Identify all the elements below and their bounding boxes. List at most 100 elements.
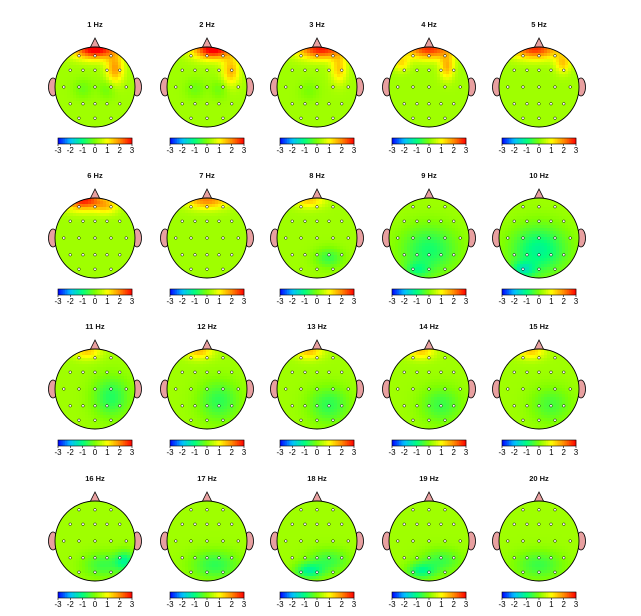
topomap-panel: 6 Hz -3 -2 -1 0 1 2 3 bbox=[48, 171, 142, 306]
electrode-marker bbox=[205, 387, 209, 391]
colorbar-segment bbox=[302, 289, 305, 295]
electrode-marker bbox=[68, 219, 72, 223]
colorbar-segment bbox=[117, 289, 120, 295]
electrode-marker bbox=[290, 219, 294, 223]
colorbar-segment bbox=[191, 592, 194, 598]
colorbar-segment bbox=[238, 289, 241, 295]
colorbar-segment bbox=[236, 289, 240, 295]
colorbar-segment bbox=[288, 289, 291, 295]
colorbar-segment bbox=[205, 138, 208, 144]
colorbar-segment bbox=[393, 440, 396, 446]
electrode-marker bbox=[303, 68, 307, 72]
colorbar-segment bbox=[565, 289, 568, 295]
colorbar-segment bbox=[315, 289, 318, 295]
colorbar-segment bbox=[309, 592, 313, 598]
colorbar-segment bbox=[437, 440, 440, 446]
colorbar-segment bbox=[130, 289, 133, 295]
colorbar-segment bbox=[531, 440, 535, 446]
electrode-marker bbox=[118, 102, 122, 106]
colorbar-segment bbox=[524, 289, 527, 295]
colorbar-segment bbox=[561, 440, 564, 446]
colorbar-segment bbox=[450, 138, 453, 144]
colorbar-segment bbox=[184, 440, 187, 446]
electrode-marker bbox=[553, 236, 557, 240]
colorbar-segment bbox=[79, 289, 82, 295]
colorbar-segment bbox=[418, 138, 421, 144]
colorbar-segment bbox=[402, 289, 405, 295]
colorbar-segment bbox=[299, 592, 302, 598]
electrode-marker bbox=[217, 102, 221, 106]
electrode-marker bbox=[402, 253, 406, 257]
colorbar-segment bbox=[553, 289, 556, 295]
colorbar-segment bbox=[546, 138, 549, 144]
colorbar-tick-label: -1 bbox=[523, 297, 531, 306]
colorbar-segment bbox=[191, 289, 194, 295]
colorbar-segment bbox=[280, 138, 283, 144]
colorbar-segment bbox=[175, 289, 178, 295]
colorbar-segment bbox=[185, 592, 188, 598]
electrode-marker bbox=[315, 236, 319, 240]
electrode-marker bbox=[68, 68, 72, 72]
colorbar-segment bbox=[443, 289, 446, 295]
colorbar-segment bbox=[510, 289, 513, 295]
electrode-marker bbox=[512, 404, 516, 408]
colorbar-segment bbox=[509, 289, 512, 295]
colorbar-segment bbox=[397, 592, 400, 598]
electrode-marker bbox=[205, 370, 209, 374]
colorbar-segment bbox=[547, 440, 550, 446]
colorbar-tick-label: -2 bbox=[289, 600, 297, 609]
electrode-marker bbox=[221, 85, 225, 89]
electrode-marker bbox=[205, 236, 209, 240]
electrode-marker bbox=[452, 370, 456, 374]
electrode-marker bbox=[549, 522, 553, 526]
colorbar-tick-label: -2 bbox=[289, 297, 297, 306]
colorbar-segment bbox=[568, 289, 572, 295]
colorbar-segment bbox=[189, 138, 192, 144]
colorbar-segment bbox=[521, 440, 524, 446]
colorbar-segment bbox=[112, 592, 115, 598]
electrode-marker bbox=[402, 556, 406, 560]
electrode-marker bbox=[303, 370, 307, 374]
electrode-marker bbox=[93, 102, 97, 106]
colorbar-segment bbox=[235, 440, 238, 446]
colorbar-segment bbox=[336, 289, 339, 295]
colorbar-segment bbox=[288, 440, 291, 446]
electrode-marker bbox=[439, 522, 443, 526]
colorbar-segment bbox=[439, 440, 442, 446]
colorbar-segment bbox=[89, 289, 92, 295]
colorbar-segment bbox=[75, 440, 78, 446]
colorbar-segment bbox=[77, 138, 80, 144]
colorbar-segment bbox=[436, 440, 439, 446]
topomap-panel: 13 Hz -3 -2 -1 0 1 2 3 bbox=[270, 322, 364, 457]
colorbar-segment bbox=[287, 138, 290, 144]
electrode-marker bbox=[452, 253, 456, 257]
colorbar-segment bbox=[70, 440, 73, 446]
colorbar-segment bbox=[400, 440, 403, 446]
colorbar-segment bbox=[198, 289, 201, 295]
colorbar-segment bbox=[462, 440, 465, 446]
colorbar-segment bbox=[455, 440, 458, 446]
panel-title: 7 Hz bbox=[199, 171, 215, 180]
colorbar-segment bbox=[280, 440, 283, 446]
colorbar-segment bbox=[235, 592, 238, 598]
panel-title: 18 Hz bbox=[307, 474, 327, 483]
electrode-marker bbox=[93, 85, 97, 89]
electrode-marker bbox=[458, 236, 462, 240]
colorbar-segment bbox=[406, 592, 409, 598]
electrode-marker bbox=[443, 570, 447, 574]
electrode-marker bbox=[415, 253, 419, 257]
colorbar-segment bbox=[572, 592, 575, 598]
colorbar-segment bbox=[224, 592, 227, 598]
colorbar-segment bbox=[533, 289, 536, 295]
colorbar-segment bbox=[554, 289, 557, 295]
electrode-marker bbox=[189, 356, 193, 360]
colorbar-segment bbox=[446, 440, 449, 446]
colorbar-segment bbox=[201, 440, 204, 446]
electrode-marker bbox=[458, 85, 462, 89]
electrode-marker bbox=[81, 219, 85, 223]
colorbar-segment bbox=[327, 440, 330, 446]
electrode-marker bbox=[315, 253, 319, 257]
colorbar-segment bbox=[519, 440, 522, 446]
topomap-panel: 5 Hz -3 -2 -1 0 1 2 3 bbox=[492, 20, 586, 155]
colorbar-segment bbox=[221, 138, 224, 144]
